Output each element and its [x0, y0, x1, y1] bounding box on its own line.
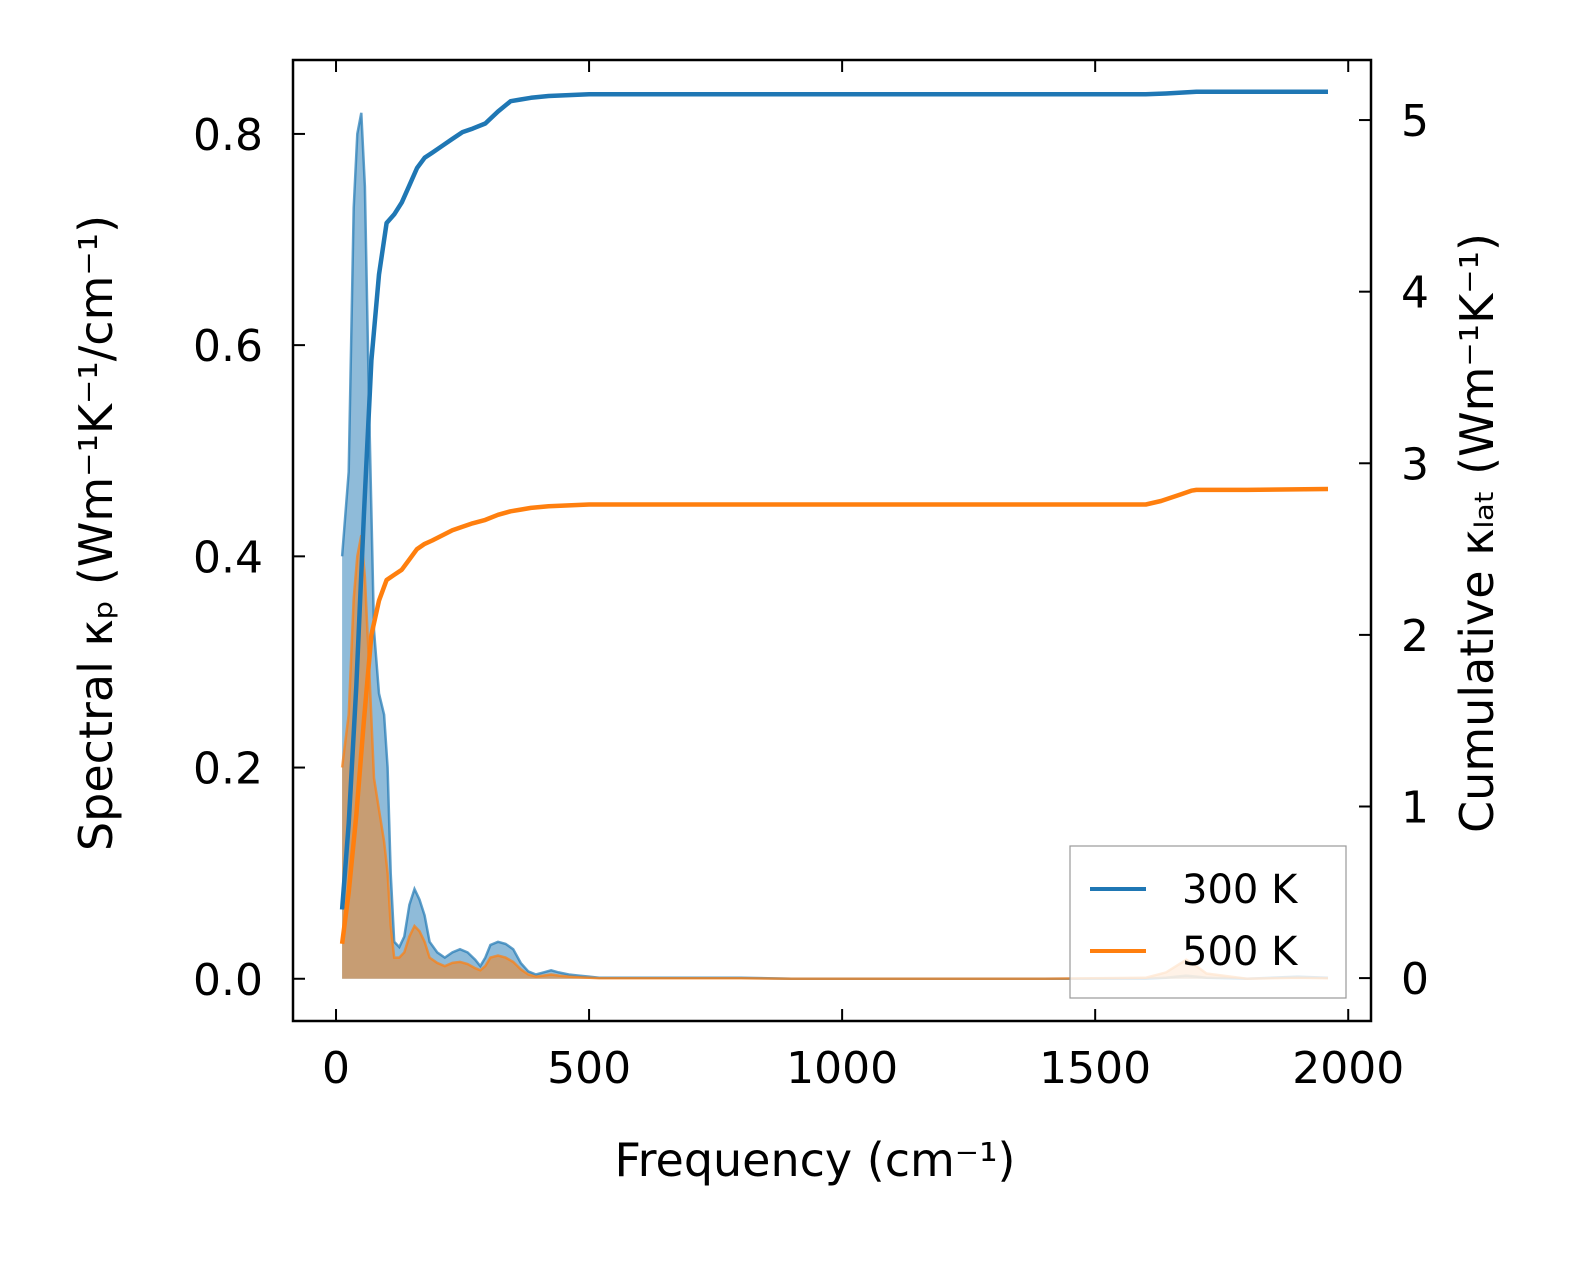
x-axis-title: Frequency (cm⁻¹): [615, 1133, 1016, 1187]
y-left-tick-label: 0.2: [193, 744, 263, 795]
y-right-tick-label: 4: [1401, 268, 1429, 319]
legend: 300 K 500 K: [1069, 845, 1347, 999]
y-right-axis-ticks: 0 1 2 3 4 5: [1359, 96, 1429, 1005]
y-left-axis-ticks: 0.0 0.2 0.4 0.6 0.8: [193, 110, 305, 1006]
y-left-tick-label: 0.6: [193, 321, 263, 372]
y-right-tick-label: 5: [1401, 96, 1429, 147]
y-right-tick-label: 3: [1401, 439, 1429, 490]
legend-label-500k: 500 K: [1182, 929, 1299, 975]
cumulative-line-300k: [339, 89, 1328, 910]
x-axis-ticks: 0 500 1000 1500 2000: [322, 60, 1404, 1094]
y-left-axis-title: Spectral κₚ (Wm⁻¹K⁻¹/cm⁻¹): [69, 215, 123, 851]
cumulative-line-500k: [339, 486, 1329, 945]
y-left-tick-label: 0.4: [193, 532, 263, 583]
y-left-tick-label: 0.8: [193, 110, 263, 161]
y-left-tick-label: 0.0: [193, 955, 263, 1006]
x-tick-label: 500: [547, 1043, 631, 1094]
spectral-layer: [340, 112, 1329, 981]
x-tick-label: 0: [322, 1043, 350, 1094]
x-tick-label: 2000: [1292, 1043, 1404, 1094]
axes-frame: [291, 58, 1373, 1023]
x-tick-label: 1500: [1039, 1043, 1151, 1094]
x-tick-label: 1000: [786, 1043, 898, 1094]
y-right-axis-title: Cumulative κₗₐₜ (Wm⁻¹K⁻¹): [1450, 233, 1504, 833]
legend-box: [1069, 845, 1347, 999]
y-right-tick-label: 1: [1401, 782, 1429, 833]
y-right-tick-label: 0: [1401, 954, 1429, 1005]
legend-label-300k: 300 K: [1182, 867, 1299, 913]
spectral-line-500k: [340, 534, 1329, 981]
y-right-tick-label: 2: [1401, 611, 1429, 662]
cumulative-layer: [339, 89, 1329, 945]
